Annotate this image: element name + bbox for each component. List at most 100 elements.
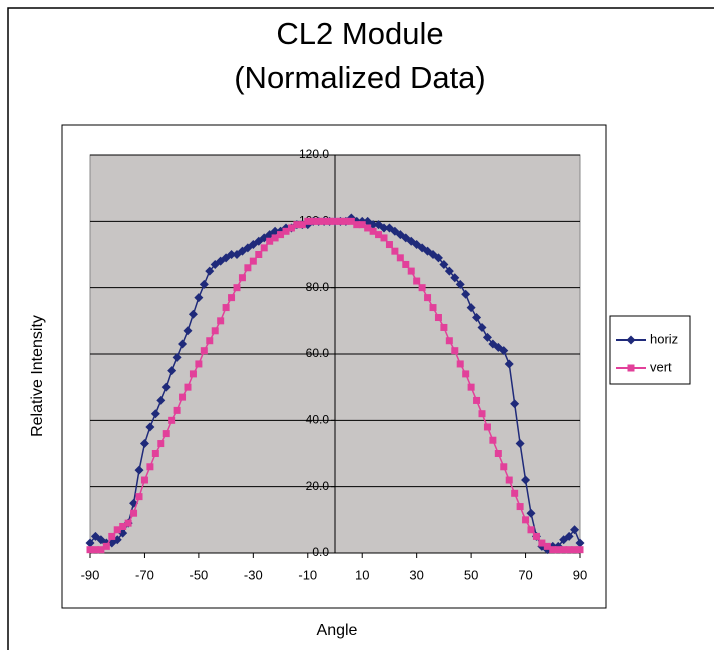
x-tick-label: -90 <box>81 567 100 582</box>
point <box>391 247 399 255</box>
point <box>134 465 144 475</box>
point <box>260 244 268 252</box>
point <box>466 303 476 313</box>
point <box>205 266 215 276</box>
point <box>161 382 171 392</box>
point <box>102 542 110 550</box>
point <box>571 546 579 554</box>
y-tick-label: 0.0 <box>312 545 329 559</box>
point <box>211 327 219 335</box>
legend-label: horiz <box>650 331 678 346</box>
point <box>543 542 551 550</box>
chart-subtitle: (Normalized Data) <box>234 60 486 95</box>
point <box>532 532 540 540</box>
point <box>320 217 328 225</box>
point <box>462 370 470 378</box>
point <box>130 509 138 517</box>
point <box>353 221 361 229</box>
x-tick-label: -10 <box>298 567 317 582</box>
point <box>248 240 258 250</box>
point <box>450 273 460 283</box>
x-tick-label: -50 <box>189 567 208 582</box>
x-tick-label: 10 <box>355 567 369 582</box>
y-tick-label: 20.0 <box>306 479 330 493</box>
point <box>249 257 257 265</box>
legend-box <box>609 315 691 385</box>
point <box>434 314 442 322</box>
point <box>521 475 531 485</box>
point <box>326 217 334 225</box>
chart-title: CL2 Module <box>276 16 443 51</box>
point <box>178 339 188 349</box>
point <box>266 237 274 245</box>
point <box>499 346 509 356</box>
x-tick-label: 50 <box>464 567 478 582</box>
point <box>150 409 160 419</box>
legend-marker <box>627 364 635 372</box>
point <box>85 538 95 548</box>
point <box>217 317 225 325</box>
point <box>156 395 166 405</box>
point <box>504 359 514 369</box>
point <box>538 539 546 547</box>
point <box>189 370 197 378</box>
point <box>407 267 415 275</box>
x-axis-title: Angle <box>317 622 358 639</box>
point <box>564 531 574 541</box>
point <box>97 546 105 554</box>
point <box>244 264 252 272</box>
point <box>146 463 154 471</box>
point <box>199 279 209 289</box>
point <box>162 430 170 438</box>
point <box>304 217 312 225</box>
point <box>494 450 502 457</box>
y-tick-label: 40.0 <box>306 413 330 427</box>
point <box>505 476 513 484</box>
point <box>157 440 165 448</box>
point <box>477 322 487 332</box>
point <box>347 217 355 225</box>
x-tick-label: 70 <box>518 567 532 582</box>
point <box>135 493 143 501</box>
y-tick-label: 120.0 <box>299 147 329 161</box>
point <box>461 289 471 299</box>
point <box>255 251 263 258</box>
point <box>277 231 285 239</box>
point <box>456 360 464 368</box>
point <box>418 284 426 292</box>
point <box>195 360 203 368</box>
point <box>489 436 497 444</box>
point <box>119 522 127 530</box>
point <box>472 313 482 323</box>
point <box>467 383 475 391</box>
point <box>560 546 568 554</box>
point <box>228 294 236 302</box>
x-tick-label: -30 <box>244 567 263 582</box>
point <box>172 352 182 362</box>
point <box>516 503 524 511</box>
point <box>500 463 508 471</box>
point <box>331 217 339 225</box>
point <box>91 546 99 554</box>
x-tick-label: 90 <box>573 567 587 582</box>
point <box>221 253 231 263</box>
y-tick-label: 80.0 <box>306 280 330 294</box>
point <box>309 217 317 225</box>
point <box>227 250 237 259</box>
point <box>439 259 449 269</box>
point <box>440 323 448 331</box>
point <box>315 217 323 225</box>
point <box>554 546 562 554</box>
point <box>179 393 187 401</box>
point <box>455 279 465 289</box>
point <box>271 234 279 242</box>
point <box>527 526 535 534</box>
point <box>233 284 241 292</box>
point <box>424 294 432 302</box>
point <box>445 337 453 345</box>
point <box>429 304 437 312</box>
point <box>184 383 192 391</box>
point <box>206 337 214 345</box>
point <box>375 231 383 239</box>
